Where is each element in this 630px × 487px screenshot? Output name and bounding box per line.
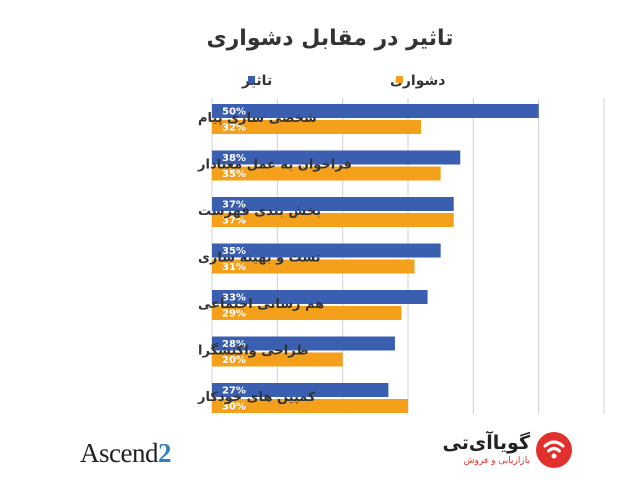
- bar: [212, 336, 395, 351]
- category-label: تست و بهینه سازی: [198, 251, 321, 266]
- legend-swatch: [248, 76, 255, 83]
- goyait-name: گویاآی‌تی: [442, 432, 530, 454]
- data-label: 20%: [222, 355, 246, 366]
- bar: [212, 383, 389, 397]
- bar: [212, 213, 454, 227]
- legend: تاثیر دشواری: [241, 73, 445, 89]
- goyait-tagline: بازاریابی و فروش: [463, 456, 530, 466]
- bar: [212, 243, 441, 258]
- ascend-logo-text: Ascend: [80, 438, 158, 468]
- data-label: 37%: [222, 216, 246, 227]
- bar: [212, 399, 408, 413]
- data-label: 35%: [222, 246, 246, 257]
- category-label: بخش بندی فهرست: [198, 204, 321, 219]
- data-label: 37%: [222, 200, 246, 211]
- bar: [212, 197, 454, 211]
- goyait-logo: گویاآی‌تی بازاریابی و فروش: [432, 432, 572, 472]
- category-labels: شخصی سازی پیام فراخوان به عمل معنادار بخش …: [197, 111, 352, 405]
- data-label: 38%: [222, 153, 246, 164]
- data-label: 27%: [222, 386, 246, 397]
- data-label: 29%: [222, 309, 246, 320]
- bars: 50% 32% 38% 35% 37% 37% 35% 31% 33% 29% 28% 20% 27% 3…: [212, 104, 539, 413]
- data-label: 30%: [222, 402, 246, 413]
- ascend2-logo: Ascend2: [80, 438, 171, 469]
- bar: [212, 104, 539, 118]
- bar: [212, 166, 441, 181]
- category-label: هم رسانی اجتماعی: [198, 297, 324, 312]
- data-label: 28%: [222, 339, 246, 350]
- wifi-icon: [536, 432, 572, 468]
- category-label: فراخوان به عمل معنادار: [197, 158, 352, 173]
- ascend-logo-number: 2: [157, 438, 172, 468]
- legend-label: تاثیر: [241, 73, 272, 89]
- bar: [212, 150, 461, 165]
- bar: [212, 352, 343, 367]
- legend-swatch: [396, 76, 403, 83]
- data-label: 31%: [222, 262, 246, 273]
- bar: [212, 120, 422, 134]
- bar: [212, 290, 428, 304]
- data-label: 33%: [222, 293, 246, 304]
- bar: [212, 306, 402, 320]
- bar: [212, 259, 415, 274]
- data-label: 35%: [222, 169, 246, 180]
- data-label: 50%: [222, 107, 246, 118]
- data-label: 32%: [222, 123, 246, 134]
- category-label: کمپین های خودکار: [197, 390, 316, 405]
- category-label: طراحی واکنشگرا: [198, 343, 309, 359]
- category-label: شخصی سازی پیام: [198, 111, 317, 126]
- legend-label: دشواری: [390, 73, 445, 89]
- chart-title: تاثیر در مقابل دشواری: [206, 26, 453, 51]
